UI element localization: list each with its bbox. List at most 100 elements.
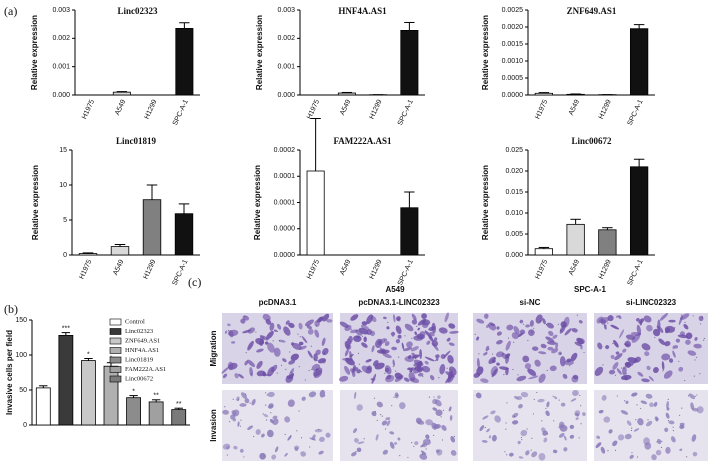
pore	[245, 393, 247, 395]
cell	[546, 401, 550, 408]
cell	[251, 398, 256, 406]
pore	[357, 352, 360, 354]
cell	[244, 398, 250, 404]
significance: *	[87, 351, 90, 358]
pore	[358, 363, 360, 365]
cell	[537, 398, 545, 403]
legend-swatch	[109, 318, 122, 326]
pore	[384, 428, 387, 430]
pore	[298, 366, 300, 368]
cell	[411, 352, 417, 359]
pore	[255, 331, 257, 333]
x-tick-label: H1299	[142, 259, 157, 281]
pore	[623, 367, 625, 369]
condition-label: si-LINC02323	[626, 298, 677, 307]
cell	[356, 335, 360, 339]
micrograph	[473, 389, 587, 461]
cell	[638, 318, 645, 324]
y-tick-label: 0.0015	[502, 41, 524, 48]
pore	[266, 394, 268, 396]
pore	[392, 365, 394, 368]
pore	[536, 391, 538, 394]
pore	[442, 409, 445, 411]
y-tick-label: 0.0001	[274, 199, 296, 206]
cell	[319, 436, 325, 443]
cell	[232, 418, 237, 422]
cell	[542, 318, 546, 325]
cell	[415, 417, 422, 424]
cell	[325, 432, 331, 438]
cell	[532, 346, 539, 351]
pore	[647, 419, 649, 421]
bar	[534, 92, 554, 96]
x-tick-label: A549	[339, 259, 352, 277]
cell	[666, 407, 670, 411]
pore	[240, 419, 242, 421]
cell	[538, 351, 547, 355]
cell	[509, 452, 514, 457]
cell	[278, 339, 286, 343]
cell	[386, 326, 390, 330]
pore	[539, 320, 541, 322]
pore	[702, 339, 705, 341]
cell	[645, 393, 653, 399]
pore	[631, 427, 633, 429]
cell	[431, 322, 436, 334]
y-tick-label: 0	[63, 252, 67, 259]
pore	[369, 359, 371, 361]
cell	[261, 433, 265, 438]
cell	[549, 365, 557, 372]
cell	[664, 341, 671, 347]
cell	[600, 446, 606, 454]
cell	[298, 341, 304, 346]
cell	[351, 451, 357, 457]
pore	[422, 375, 424, 377]
pore	[253, 435, 255, 438]
cell	[370, 378, 376, 381]
pore	[605, 324, 607, 326]
pore	[552, 395, 554, 397]
cell	[298, 345, 307, 350]
cell	[664, 327, 670, 334]
pore	[414, 367, 416, 369]
pore	[270, 412, 272, 414]
pore	[290, 371, 292, 373]
cell	[394, 375, 404, 382]
bar	[112, 91, 131, 96]
cell	[356, 404, 363, 411]
pore	[315, 325, 318, 327]
cell	[395, 325, 402, 335]
pore	[272, 340, 274, 342]
cell	[396, 317, 401, 322]
pore	[280, 364, 283, 366]
cell	[491, 434, 497, 442]
y-tick-label: 150	[15, 317, 27, 324]
cell	[428, 335, 435, 342]
cell	[629, 454, 634, 459]
cell	[273, 329, 278, 332]
pore	[703, 337, 705, 340]
pore	[363, 438, 365, 440]
pore	[395, 370, 397, 372]
bar	[171, 409, 187, 426]
cell	[569, 424, 575, 430]
cell	[622, 366, 627, 376]
cell	[666, 401, 669, 409]
y-tick-label: 0.003	[52, 7, 70, 14]
x-tick-label: A549	[568, 99, 581, 117]
legend-label: Linc01819	[125, 356, 153, 363]
cell	[391, 346, 398, 351]
cell	[425, 419, 434, 426]
cell	[619, 329, 625, 339]
cell	[361, 321, 368, 326]
bar	[78, 253, 98, 256]
pore	[614, 449, 617, 451]
cell	[357, 441, 365, 445]
pore	[693, 375, 696, 377]
pore	[373, 397, 376, 399]
cell	[370, 315, 377, 322]
micrograph	[339, 312, 459, 384]
legend-swatch	[109, 347, 122, 354]
pore	[520, 436, 523, 439]
cell	[349, 353, 354, 358]
